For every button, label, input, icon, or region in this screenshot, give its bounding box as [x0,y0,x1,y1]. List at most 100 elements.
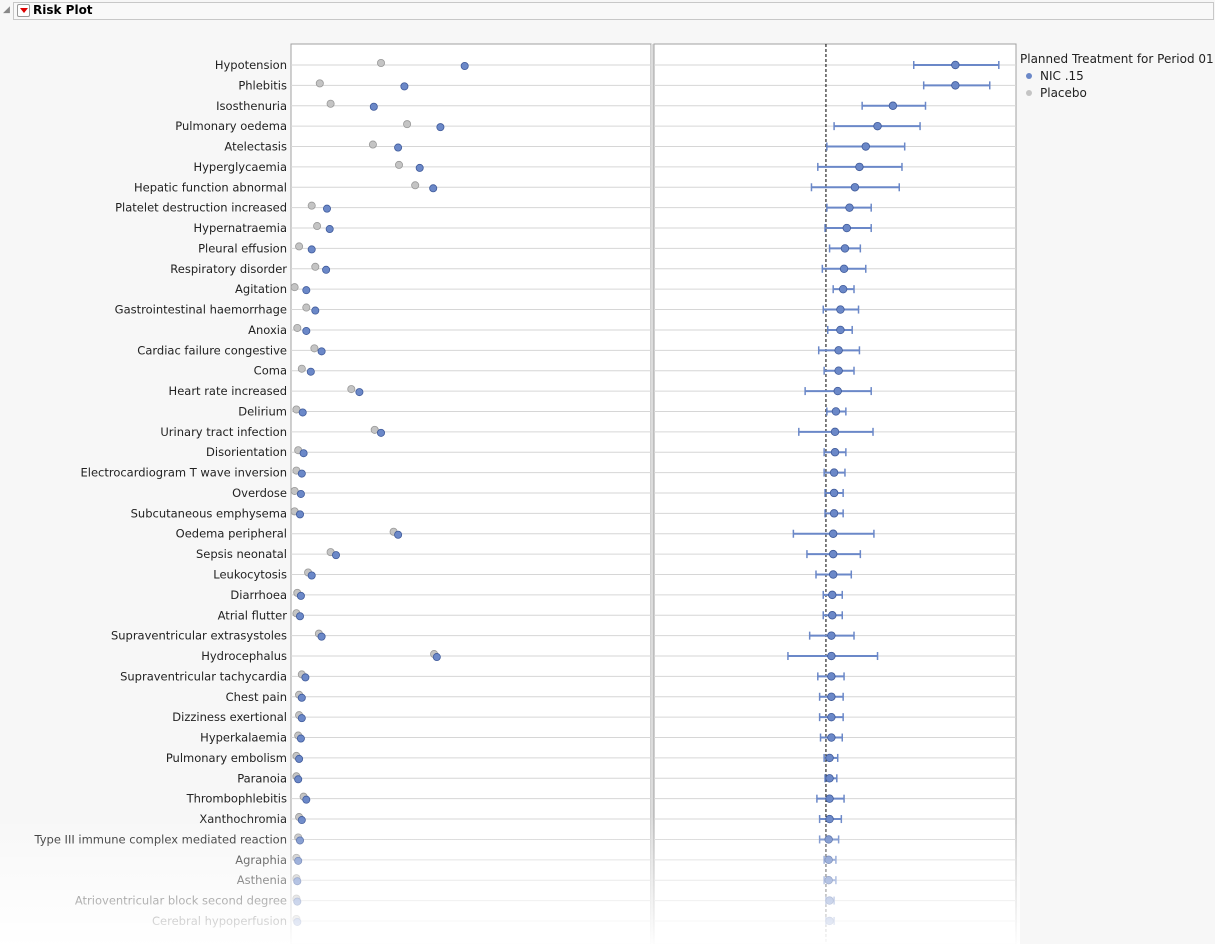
category-label: Atrial flutter [218,608,288,622]
placebo-point [290,283,299,292]
difference-estimate [861,142,870,151]
scroll-fade [0,815,1020,944]
category-label: Delirium [238,404,287,418]
nic-point [307,571,316,580]
red-triangle-menu-button[interactable] [17,4,30,17]
nic-point [432,653,441,662]
difference-estimate [850,183,860,192]
difference-estimate [828,590,837,600]
placebo-point [313,222,322,231]
difference-estimate [829,509,839,518]
nic-point [296,734,305,743]
category-label: Isosthenuria [216,99,287,113]
nic-point [306,367,315,376]
difference-estimate [838,284,848,294]
legend-marker [1026,90,1032,96]
nic-point [317,632,326,641]
collapse-triangle-icon[interactable]: ◢ [3,5,10,15]
difference-estimate [828,549,838,559]
nic-point [436,123,445,132]
difference-estimate [845,203,854,212]
difference-estimate [828,570,838,579]
legend-title: Planned Treatment for Period 01 [1020,52,1214,66]
difference-estimate [830,448,840,457]
category-label: Disorientation [206,445,287,459]
difference-estimate [873,121,882,131]
difference-estimate [827,712,836,722]
placebo-point [311,262,320,271]
difference-estimate [834,346,843,355]
difference-estimate [830,427,840,437]
difference-estimate [834,366,843,375]
placebo-point [292,405,301,414]
difference-estimate [842,223,851,233]
placebo-point [394,160,403,169]
difference-estimate [831,407,841,416]
legend-label: NIC .15 [1040,69,1084,83]
legend-item-placebo[interactable]: Placebo [1026,86,1214,100]
nic-point [317,347,326,356]
nic-point [429,184,438,193]
category-label: Oedema peripheral [176,527,287,541]
category-label: Atelectasis [224,140,287,154]
category-label: Gastrointestinal haemorrhage [115,303,287,317]
difference-estimate [836,305,845,314]
placebo-point [403,120,412,129]
difference-estimate [827,692,836,701]
placebo-point [376,59,385,68]
legend: Planned Treatment for Period 01 NIC .15 … [1020,52,1214,100]
nic-point [302,286,311,295]
nic-point [296,489,305,498]
nic-point [302,326,311,335]
risk-plot-header [13,2,1214,20]
placebo-point [411,181,420,190]
difference-estimate [827,733,836,742]
difference-estimate [839,264,849,273]
category-label: Hydrocephalus [201,649,287,663]
difference-estimate [825,753,834,763]
nic-point [302,795,311,804]
nic-point [400,82,409,91]
nic-point [295,612,304,621]
placebo-point [302,303,311,312]
category-label: Respiratory disorder [170,262,287,276]
legend-marker [1026,73,1032,79]
difference-estimate [825,794,834,803]
category-label: Urinary tract infection [160,425,287,439]
category-label: Sepsis neonatal [196,547,287,561]
category-label: Supraventricular extrasystoles [111,629,287,643]
nic-point [376,428,385,437]
placebo-point [290,486,299,495]
nic-point [460,62,469,71]
difference-estimate [855,162,864,172]
category-label: Hyperkalaemia [200,731,287,745]
difference-estimate [951,60,960,70]
category-label: Diarrhoea [230,588,287,602]
category-label: Subcutaneous emphysema [131,506,287,520]
difference-estimate [827,672,836,681]
nic-point [322,265,331,274]
legend-label: Placebo [1040,86,1087,100]
difference-estimate [829,488,839,498]
nic-point [394,530,403,539]
nic-point [301,673,310,682]
placebo-point [307,201,316,210]
category-label: Coma [254,364,287,378]
category-label: Heart rate increased [169,384,287,398]
nic-point [311,306,320,315]
difference-estimate [833,386,842,396]
incidence-panel [290,43,652,944]
category-label: Paranoia [237,771,287,785]
category-label: Supraventricular tachycardia [120,669,287,683]
difference-estimate [951,81,960,90]
category-label: Overdose [232,486,287,500]
category-label: Hyperglycaemia [193,160,287,174]
difference-estimate [888,101,898,110]
difference-estimate [829,468,839,477]
category-label: Anoxia [248,323,287,337]
nic-point [307,245,316,254]
difference-estimate [840,244,850,253]
legend-item-nic[interactable]: NIC .15 [1026,69,1214,83]
category-label: Hypotension [215,58,287,72]
nic-point [331,551,340,560]
